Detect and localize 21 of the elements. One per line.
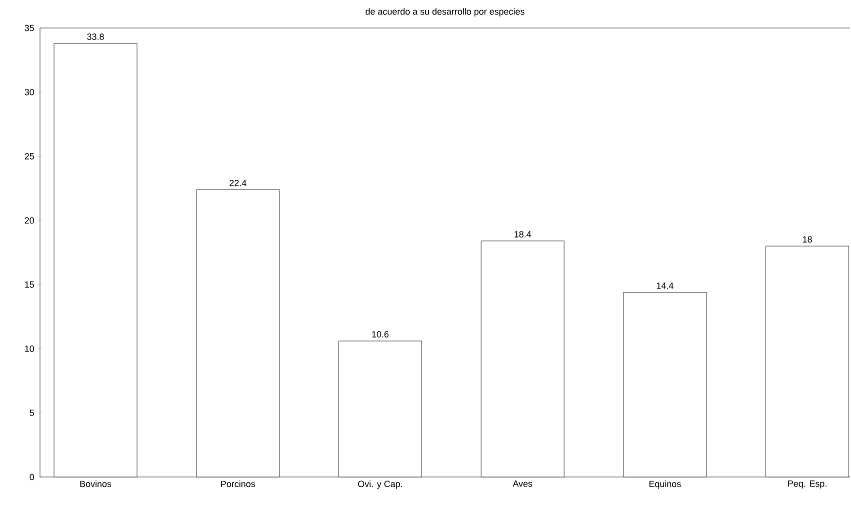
y-tick-label: 20 (24, 217, 34, 224)
x-tick-label: Bovinos (80, 480, 112, 488)
x-tick-label: Aves (512, 480, 532, 487)
y-tick-label: 30 (24, 88, 34, 96)
y-tick-label: 35 (24, 24, 34, 32)
x-tick-label: Ovi. y Cap. (358, 480, 402, 489)
x-tick-label: Peq. Esp. (788, 480, 826, 489)
data-label: 33.8 (87, 34, 104, 40)
data-label: 14.4 (656, 282, 674, 289)
x-tick-label: Porcinos (221, 480, 255, 488)
data-label: 10.6 (372, 331, 389, 338)
y-tick-label: 0 (30, 474, 34, 480)
x-tick-label: Equinos (649, 480, 681, 489)
y-tick-label: 15 (25, 281, 34, 288)
chart-title: de acuerdo a su desarrollo por especies (366, 8, 524, 16)
data-label: 18 (803, 236, 812, 243)
y-tick-label: 5 (30, 410, 34, 416)
data-label: 22.4 (230, 180, 246, 186)
data-label: 18.4 (514, 231, 532, 238)
y-tick-label: 10 (25, 346, 34, 352)
y-tick-label: 25 (24, 153, 34, 160)
